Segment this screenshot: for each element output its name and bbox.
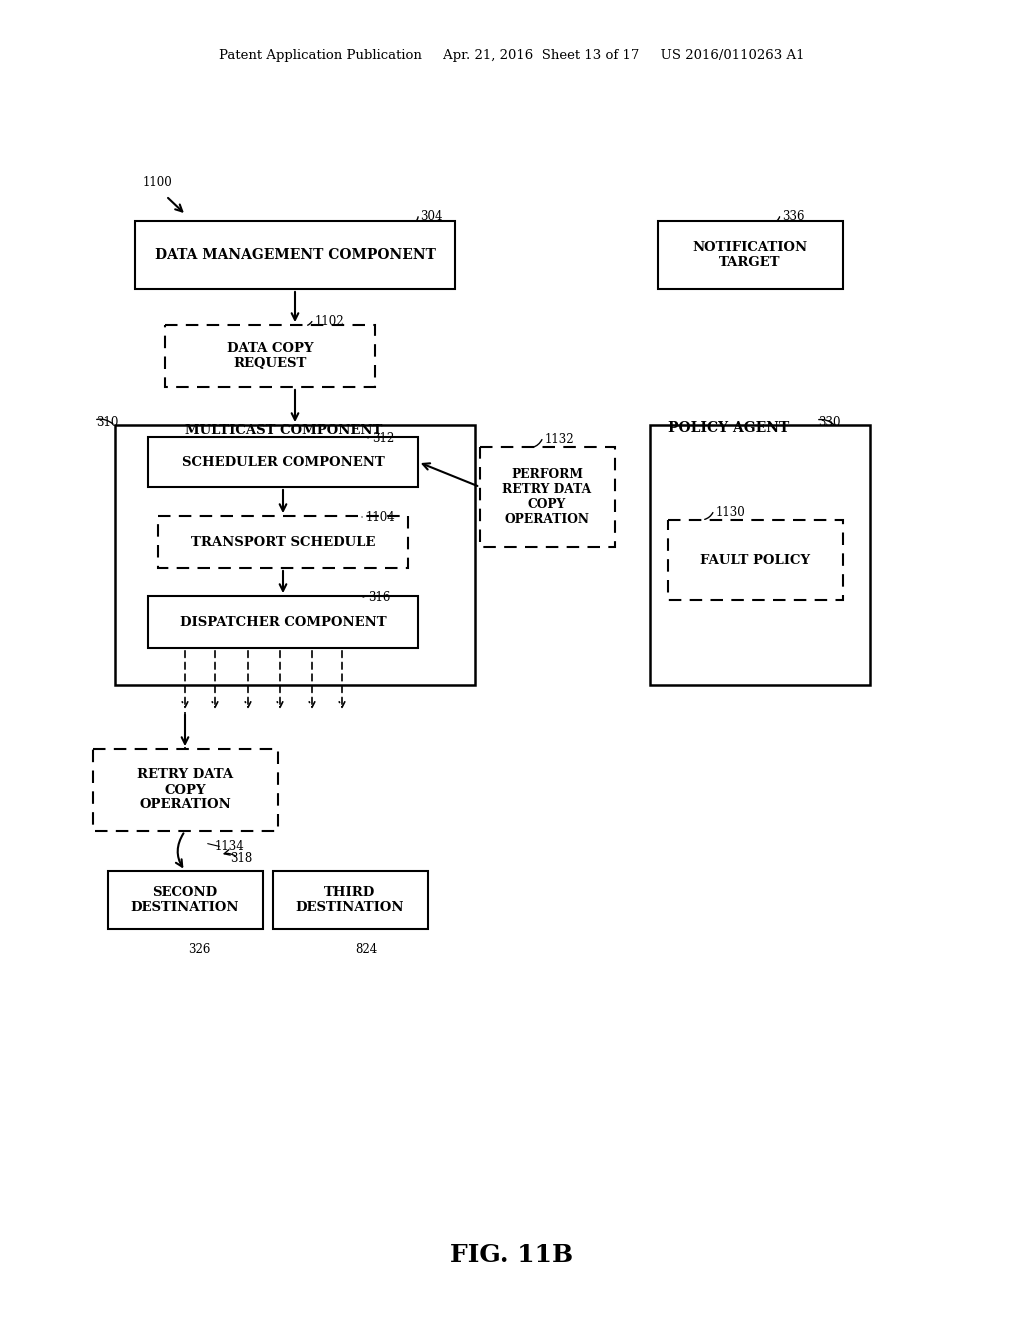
Bar <box>272 871 427 929</box>
Bar <box>657 220 843 289</box>
Text: POLICY AGENT: POLICY AGENT <box>668 421 790 436</box>
Text: 1102: 1102 <box>315 315 345 327</box>
Text: 312: 312 <box>372 432 394 445</box>
Bar <box>148 437 418 487</box>
Text: PERFORM
RETRY DATA
COPY
OPERATION: PERFORM RETRY DATA COPY OPERATION <box>503 469 592 525</box>
Text: NOTIFICATION
TARGET: NOTIFICATION TARGET <box>692 242 808 269</box>
Text: 1134: 1134 <box>215 840 245 853</box>
Bar <box>650 425 870 685</box>
Text: RETRY DATA
COPY
OPERATION: RETRY DATA COPY OPERATION <box>137 768 233 812</box>
Bar <box>92 748 278 832</box>
Text: Patent Application Publication     Apr. 21, 2016  Sheet 13 of 17     US 2016/011: Patent Application Publication Apr. 21, … <box>219 49 805 62</box>
Text: 336: 336 <box>782 210 805 223</box>
Bar <box>115 425 475 685</box>
Text: 824: 824 <box>355 942 377 956</box>
Text: FAULT POLICY: FAULT POLICY <box>700 553 810 566</box>
Bar <box>135 220 455 289</box>
Text: 318: 318 <box>230 851 252 865</box>
Text: MULTICAST COMPONENT: MULTICAST COMPONENT <box>185 424 382 437</box>
Text: TRANSPORT SCHEDULE: TRANSPORT SCHEDULE <box>190 536 375 549</box>
Text: 326: 326 <box>188 942 210 956</box>
Text: SECOND
DESTINATION: SECOND DESTINATION <box>131 886 240 913</box>
Text: DATA MANAGEMENT COMPONENT: DATA MANAGEMENT COMPONENT <box>155 248 435 261</box>
Text: FIG. 11B: FIG. 11B <box>451 1243 573 1267</box>
Text: 316: 316 <box>368 591 390 605</box>
Text: DISPATCHER COMPONENT: DISPATCHER COMPONENT <box>179 615 386 628</box>
Bar <box>165 325 375 387</box>
Text: 310: 310 <box>96 416 119 429</box>
Text: DATA COPY
REQUEST: DATA COPY REQUEST <box>226 342 313 370</box>
Text: 1100: 1100 <box>143 177 173 190</box>
Bar <box>148 597 418 648</box>
Text: 1132: 1132 <box>545 433 574 446</box>
Bar <box>158 516 408 568</box>
Text: 330: 330 <box>818 416 841 429</box>
Text: 1104: 1104 <box>366 511 395 524</box>
Text: 1130: 1130 <box>716 506 745 519</box>
Bar <box>668 520 843 601</box>
Text: THIRD
DESTINATION: THIRD DESTINATION <box>296 886 404 913</box>
Bar <box>108 871 262 929</box>
Text: SCHEDULER COMPONENT: SCHEDULER COMPONENT <box>181 455 384 469</box>
Bar <box>479 447 614 546</box>
Text: 304: 304 <box>420 210 442 223</box>
